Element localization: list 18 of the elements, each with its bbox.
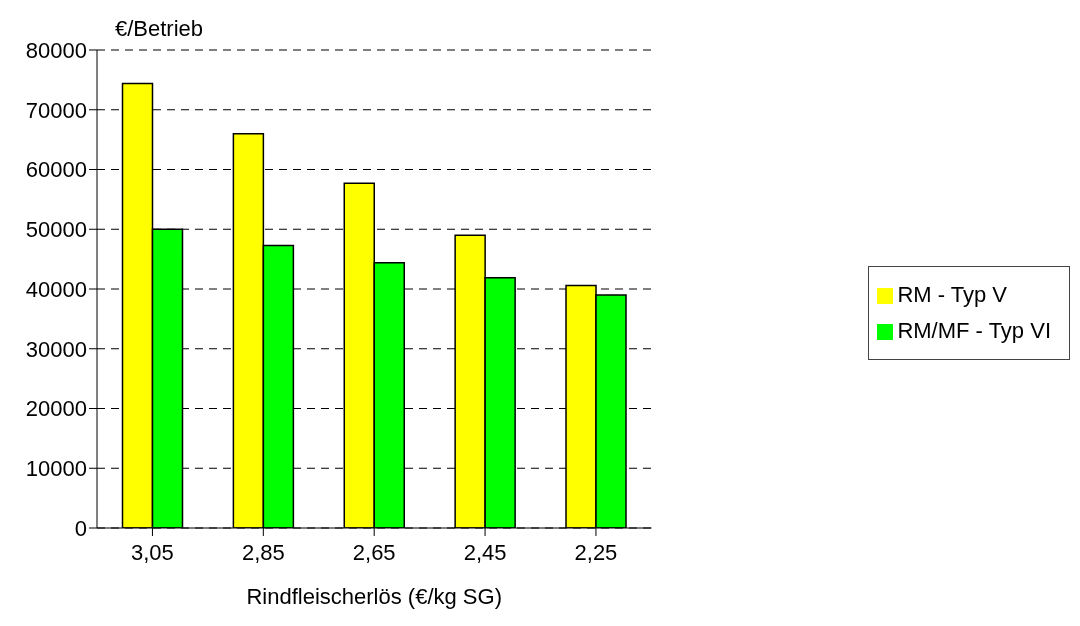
y-axis-title: €/Betrieb bbox=[115, 16, 204, 42]
legend-label: RM - Typ V bbox=[897, 282, 1008, 307]
x-axis-title: Rindfleischerlös (€/kg SG) bbox=[246, 584, 502, 609]
y-tick-label: 70000 bbox=[25, 97, 87, 123]
x-tick-label: 2,45 bbox=[463, 539, 507, 565]
x-tick-label: 2,25 bbox=[574, 539, 618, 565]
y-tick-label: 20000 bbox=[25, 396, 87, 422]
y-tick-label: 80000 bbox=[25, 37, 87, 63]
y-tick-label: 10000 bbox=[25, 456, 87, 482]
x-tick-label: 2,85 bbox=[241, 539, 285, 565]
y-tick-label: 0 bbox=[74, 515, 87, 541]
y-tick-label: 50000 bbox=[25, 217, 87, 243]
y-tick-label: 60000 bbox=[25, 157, 87, 183]
x-tick-label: 2,65 bbox=[352, 539, 396, 565]
legend-label: RM/MF - Typ VI bbox=[897, 318, 1051, 343]
y-tick-label: 30000 bbox=[25, 336, 87, 362]
x-tick-label: 3,05 bbox=[131, 539, 174, 565]
y-tick-label: 40000 bbox=[25, 276, 87, 302]
